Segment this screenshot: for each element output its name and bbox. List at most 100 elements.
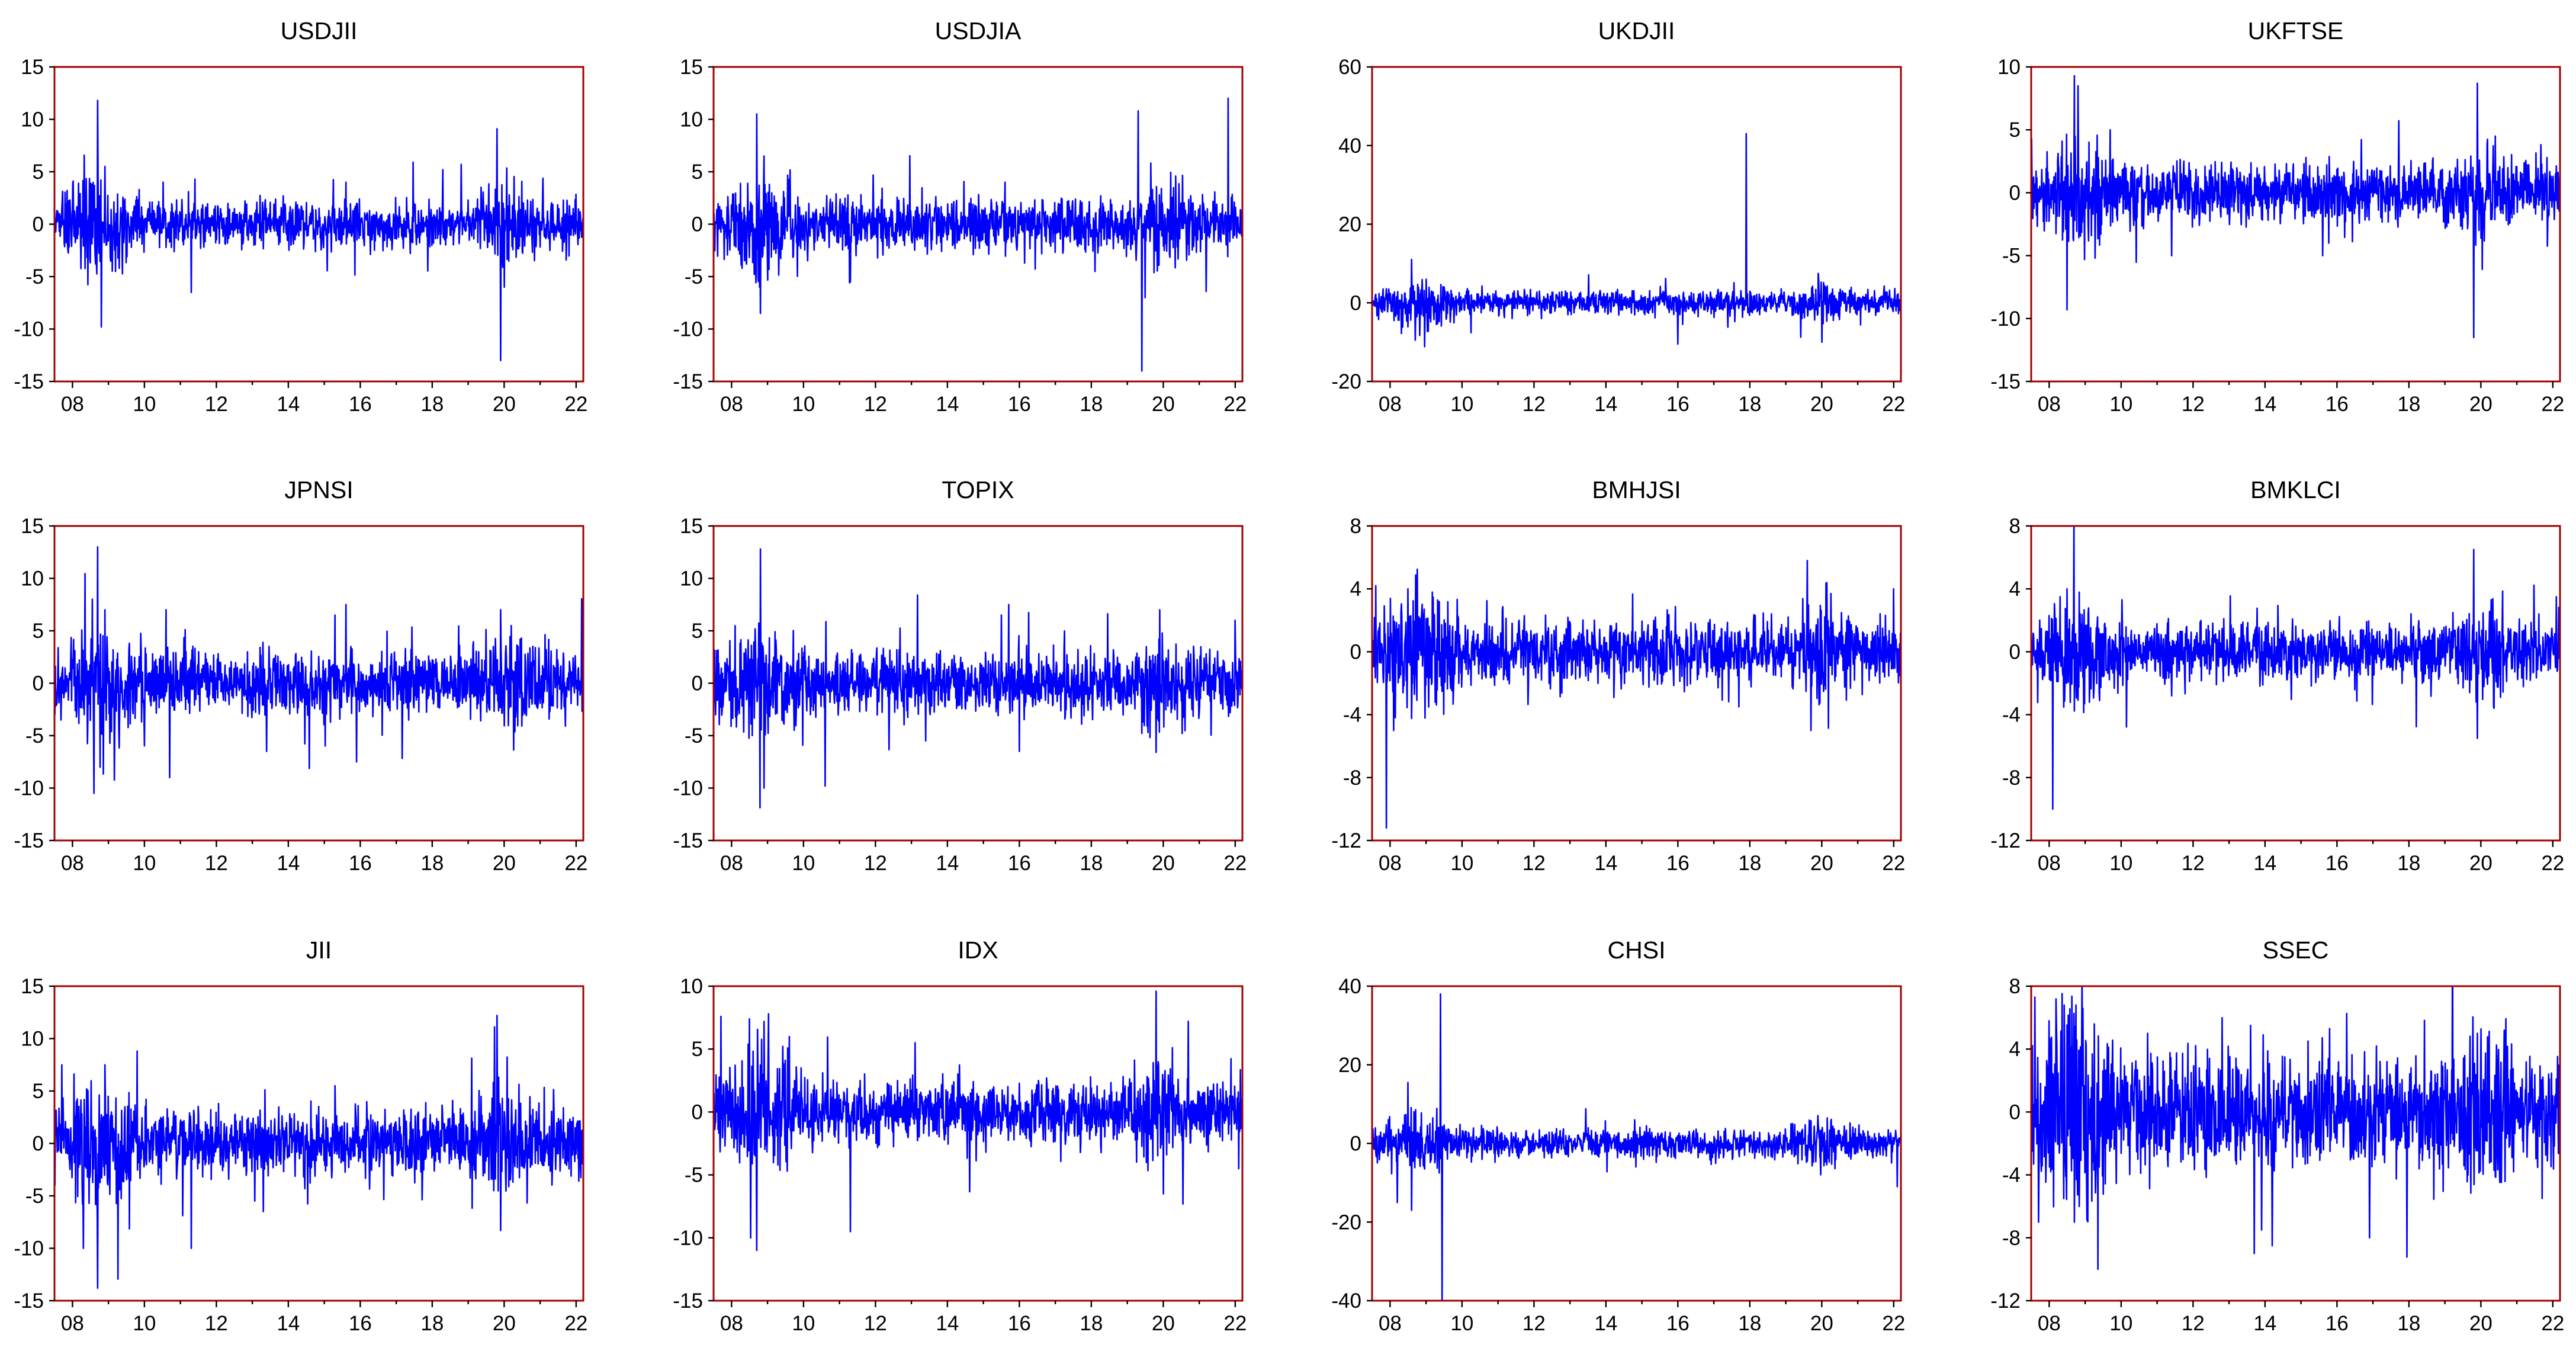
y-tick-label: -12 (1331, 829, 1361, 852)
x-tick-label: 08 (2038, 1312, 2061, 1335)
x-tick-label: 20 (2469, 393, 2493, 416)
series-line (54, 546, 583, 794)
panel-usdjii: USDJII -15 -10 -5 0 5 10 15 08 10 12 14 16 18 20 22 (14, 17, 587, 416)
panel-topix: TOPIX -15 -10 -5 0 5 10 15 08 10 12 14 16 18 20 22 (673, 476, 1247, 875)
x-tick-label: 18 (420, 852, 444, 875)
y-tick-label: -15 (14, 1289, 44, 1313)
x-tick-label: 22 (2541, 852, 2564, 875)
panel-ukdjii: UKDJII -20 0 20 40 60 08 10 12 14 16 18 20 22 (1331, 17, 1905, 416)
series-line (714, 548, 1242, 809)
x-tick-label: 16 (349, 393, 372, 416)
x-tick-label: 22 (1223, 393, 1247, 416)
x-tick-label: 12 (864, 852, 887, 875)
y-tick-label: -8 (2002, 766, 2021, 790)
x-tick-label: 18 (1738, 1312, 1761, 1335)
y-tick-label: -10 (14, 318, 44, 341)
panel-title: BMKLCI (2250, 476, 2341, 503)
x-tick-label: 10 (2109, 1312, 2132, 1335)
y-tick-label: -5 (25, 724, 44, 747)
x-tick-label: 22 (2541, 1312, 2564, 1335)
x-tick-label: 20 (1152, 852, 1175, 875)
y-tick-label: -5 (25, 1185, 44, 1208)
panel-title: UKFTSE (2248, 17, 2344, 44)
y-tick-label: 5 (692, 161, 703, 184)
series-line (1372, 993, 1901, 1301)
x-tick-label: 08 (2038, 852, 2061, 875)
x-tick-label: 08 (720, 1312, 743, 1335)
y-tick-label: -10 (14, 777, 44, 800)
y-tick-label: 5 (33, 620, 44, 643)
panel-usdjia: USDJIA -15 -10 -5 0 5 10 15 08 10 12 14 16 18 20 22 (673, 17, 1247, 416)
x-tick-label: 10 (792, 1312, 815, 1335)
series-line (2031, 526, 2560, 810)
x-tick-label: 12 (1523, 393, 1546, 416)
y-tick-label: 10 (21, 567, 44, 591)
x-tick-label: 16 (1008, 852, 1031, 875)
x-tick-label: 22 (1223, 852, 1247, 875)
y-tick-label: -15 (673, 370, 703, 393)
x-tick-label: 14 (277, 852, 300, 875)
x-tick-label: 18 (1738, 393, 1761, 416)
x-tick-label: 16 (1008, 1312, 1031, 1335)
y-tick-label: -4 (2002, 1164, 2021, 1187)
x-tick-label: 10 (1450, 852, 1473, 875)
x-tick-label: 20 (2469, 852, 2493, 875)
x-tick-label: 22 (564, 852, 587, 875)
x-tick-label: 20 (2469, 1312, 2493, 1335)
x-tick-label: 12 (205, 393, 228, 416)
y-tick-label: 15 (680, 515, 703, 538)
x-tick-label: 18 (2397, 852, 2420, 875)
x-tick-label: 10 (2109, 393, 2132, 416)
x-tick-label: 14 (1594, 852, 1617, 875)
panel-title: UKDJII (1598, 17, 1675, 44)
panel-title: SSEC (2263, 936, 2329, 964)
y-tick-label: 0 (1350, 1132, 1361, 1156)
x-tick-label: 12 (2182, 393, 2205, 416)
y-tick-label: -12 (1990, 1289, 2021, 1313)
panel-idx: IDX -15 -10 -5 0 5 10 08 10 12 14 16 18 20 22 (673, 936, 1247, 1335)
x-tick-label: 18 (1738, 852, 1761, 875)
x-tick-label: 16 (2326, 393, 2349, 416)
y-tick-label: -8 (1343, 766, 1361, 790)
y-tick-label: 4 (2009, 1038, 2021, 1061)
y-tick-label: 40 (1338, 134, 1361, 158)
x-tick-label: 18 (420, 393, 444, 416)
panel-title: CHSI (1608, 936, 1666, 964)
y-tick-label: 15 (680, 56, 703, 79)
x-tick-label: 22 (1223, 1312, 1247, 1335)
panel-title: USDJIA (935, 17, 1022, 44)
x-tick-label: 08 (720, 393, 743, 416)
panel-bmklci: BMKLCI -12 -8 -4 0 4 8 08 10 12 14 16 18 20 22 (1990, 476, 2564, 875)
y-tick-label: -10 (1990, 307, 2021, 331)
y-tick-label: 5 (692, 1038, 703, 1061)
y-tick-label: -10 (673, 1227, 703, 1250)
panel-title: BMHJSI (1592, 476, 1681, 503)
y-tick-label: 0 (33, 672, 44, 695)
x-tick-label: 22 (1882, 1312, 1905, 1335)
x-tick-label: 22 (1882, 852, 1905, 875)
y-tick-label: 4 (1350, 577, 1361, 601)
y-tick-label: -15 (673, 829, 703, 852)
y-tick-label: -20 (1331, 1211, 1361, 1234)
y-tick-label: 15 (21, 515, 44, 538)
x-tick-label: 22 (564, 393, 587, 416)
y-tick-label: 8 (1350, 515, 1361, 538)
x-tick-label: 12 (2182, 852, 2205, 875)
x-tick-label: 16 (349, 1312, 372, 1335)
series-line (714, 990, 1242, 1252)
y-tick-label: 15 (21, 975, 44, 998)
panel-ssec: SSEC -12 -8 -4 0 4 8 08 10 12 14 16 18 20 22 (1990, 936, 2564, 1335)
x-tick-label: 12 (205, 1312, 228, 1335)
x-tick-label: 14 (1594, 393, 1617, 416)
x-tick-label: 18 (1080, 393, 1103, 416)
y-tick-label: 8 (2009, 515, 2021, 538)
x-tick-label: 14 (936, 852, 959, 875)
y-tick-label: -15 (673, 1289, 703, 1313)
y-tick-label: -12 (1990, 829, 2021, 852)
x-tick-label: 08 (61, 393, 84, 416)
y-tick-label: 10 (21, 108, 44, 131)
x-tick-label: 12 (864, 1312, 887, 1335)
y-tick-label: -5 (685, 724, 703, 747)
y-tick-label: 10 (1997, 56, 2021, 79)
panel-jii: JII -15 -10 -5 0 5 10 15 08 10 12 14 16 18 20 22 (14, 936, 587, 1335)
